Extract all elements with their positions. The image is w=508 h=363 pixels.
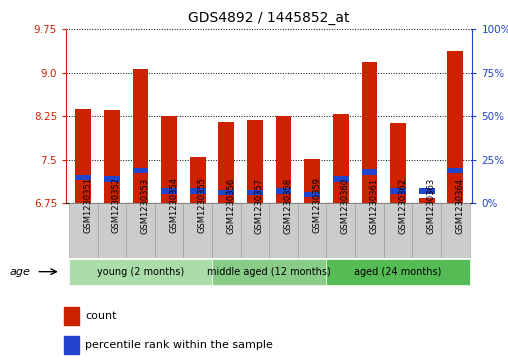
Text: young (2 months): young (2 months) <box>97 267 184 277</box>
Bar <box>64 307 79 325</box>
Bar <box>161 116 177 203</box>
Text: aged (24 months): aged (24 months) <box>355 267 442 277</box>
Text: GSM1230357: GSM1230357 <box>255 178 264 233</box>
Bar <box>362 169 377 175</box>
Bar <box>412 203 441 258</box>
Bar <box>304 192 320 197</box>
Bar <box>241 203 269 258</box>
Bar <box>390 188 406 194</box>
Title: GDS4892 / 1445852_at: GDS4892 / 1445852_at <box>188 11 350 25</box>
Bar <box>333 176 348 182</box>
Text: age: age <box>10 267 31 277</box>
Bar <box>133 69 148 203</box>
Text: GSM1230363: GSM1230363 <box>427 178 436 233</box>
Bar <box>448 50 463 203</box>
Bar <box>64 336 79 354</box>
Bar <box>327 259 469 285</box>
Text: GSM1230362: GSM1230362 <box>398 178 407 233</box>
Text: GSM1230359: GSM1230359 <box>312 178 321 233</box>
Text: GSM1230364: GSM1230364 <box>455 178 464 233</box>
Bar <box>183 203 212 258</box>
Text: GSM1230361: GSM1230361 <box>369 178 378 233</box>
Text: GSM1230354: GSM1230354 <box>169 178 178 233</box>
Bar <box>155 203 183 258</box>
Bar <box>269 203 298 258</box>
Bar <box>247 190 263 195</box>
Text: count: count <box>85 311 117 321</box>
Bar <box>69 203 98 258</box>
Bar <box>304 159 320 203</box>
Bar <box>448 168 463 173</box>
Bar <box>218 190 234 195</box>
Bar <box>419 198 434 203</box>
Bar <box>212 203 241 258</box>
Text: GSM1230351: GSM1230351 <box>83 178 92 233</box>
Bar <box>98 203 126 258</box>
Text: GSM1230360: GSM1230360 <box>341 178 350 233</box>
Text: GSM1230352: GSM1230352 <box>112 178 121 233</box>
Bar <box>75 109 91 203</box>
Bar <box>333 114 348 203</box>
Bar <box>104 110 120 203</box>
Bar <box>126 203 155 258</box>
Bar <box>104 176 120 182</box>
Bar <box>69 259 212 285</box>
Text: GSM1230358: GSM1230358 <box>283 178 293 233</box>
Bar <box>75 175 91 180</box>
Bar <box>441 203 469 258</box>
Bar <box>276 116 292 203</box>
Text: GSM1230355: GSM1230355 <box>198 178 207 233</box>
Bar <box>362 62 377 203</box>
Text: middle aged (12 months): middle aged (12 months) <box>207 267 331 277</box>
Bar <box>276 188 292 194</box>
Text: GSM1230356: GSM1230356 <box>226 178 235 233</box>
Bar <box>390 123 406 203</box>
Bar <box>161 188 177 194</box>
Bar <box>327 203 355 258</box>
Bar <box>218 122 234 203</box>
Bar <box>298 203 327 258</box>
Bar <box>190 157 206 203</box>
Text: GSM1230353: GSM1230353 <box>140 178 149 233</box>
Bar <box>133 168 148 173</box>
Bar <box>355 203 384 258</box>
Text: percentile rank within the sample: percentile rank within the sample <box>85 340 273 350</box>
Bar <box>419 188 434 194</box>
Bar <box>212 259 327 285</box>
Bar <box>384 203 412 258</box>
Bar <box>190 188 206 194</box>
Bar <box>247 120 263 203</box>
